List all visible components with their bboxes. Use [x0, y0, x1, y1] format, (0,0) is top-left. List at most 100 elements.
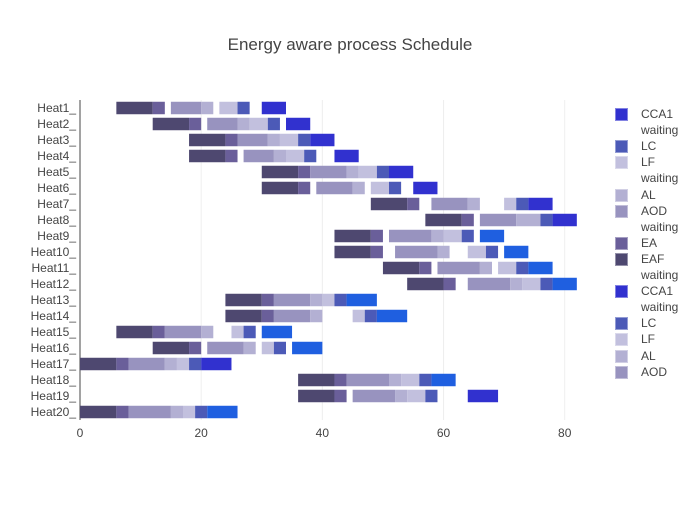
gantt-bar[interactable] [413, 181, 438, 195]
gantt-bar[interactable] [479, 229, 505, 243]
gantt-bar[interactable] [243, 325, 256, 339]
gantt-bar[interactable] [279, 133, 299, 147]
gantt-bar[interactable] [292, 341, 323, 355]
gantt-bar[interactable] [189, 149, 226, 163]
gantt-bar[interactable] [237, 133, 268, 147]
gantt-bar[interactable] [243, 149, 274, 163]
gantt-bar[interactable] [516, 213, 541, 227]
legend-item[interactable]: waiting [608, 122, 700, 138]
gantt-bar[interactable] [358, 165, 377, 179]
gantt-bar[interactable] [286, 117, 311, 131]
gantt-bar[interactable] [225, 309, 262, 323]
gantt-bar[interactable] [116, 325, 153, 339]
gantt-bar[interactable] [407, 277, 444, 291]
gantt-bar[interactable] [189, 117, 202, 131]
gantt-bar[interactable] [528, 197, 553, 211]
gantt-bar[interactable] [273, 341, 286, 355]
legend-item[interactable]: EA [608, 235, 700, 251]
gantt-bar[interactable] [304, 149, 317, 163]
gantt-bar[interactable] [164, 357, 177, 371]
gantt-bar[interactable] [552, 277, 577, 291]
gantt-bar[interactable] [504, 197, 517, 211]
gantt-bar[interactable] [261, 341, 274, 355]
gantt-bar[interactable] [504, 245, 529, 259]
gantt-bar[interactable] [267, 117, 280, 131]
gantt-bar[interactable] [552, 213, 577, 227]
legend-item[interactable]: CCA1 [608, 283, 700, 299]
legend-item[interactable]: EAF [608, 251, 700, 267]
gantt-bar[interactable] [389, 181, 402, 195]
gantt-bar[interactable] [540, 277, 553, 291]
gantt-bar[interactable] [334, 389, 347, 403]
gantt-bar[interactable] [389, 229, 432, 243]
gantt-bar[interactable] [152, 325, 165, 339]
gantt-bar[interactable] [225, 293, 262, 307]
gantt-bar[interactable] [425, 213, 462, 227]
gantt-bar[interactable] [189, 133, 226, 147]
gantt-bar[interactable] [389, 165, 414, 179]
legend-item[interactable]: LC [608, 315, 700, 331]
gantt-bar[interactable] [370, 229, 383, 243]
legend-item[interactable]: AL [608, 348, 700, 364]
gantt-bar[interactable] [176, 357, 190, 371]
gantt-bar[interactable] [376, 309, 408, 323]
gantt-bar[interactable] [352, 181, 365, 195]
gantt-bar[interactable] [170, 405, 183, 419]
legend-item[interactable]: waiting [608, 267, 700, 283]
gantt-bar[interactable] [298, 165, 311, 179]
gantt-bar[interactable] [273, 309, 311, 323]
gantt-bar[interactable] [528, 261, 553, 275]
gantt-bar[interactable] [243, 341, 256, 355]
gantt-bar[interactable] [207, 405, 238, 419]
gantt-bar[interactable] [467, 277, 511, 291]
gantt-bar[interactable] [352, 309, 365, 323]
gantt-bar[interactable] [419, 373, 432, 387]
gantt-bar[interactable] [479, 261, 492, 275]
gantt-bar[interactable] [540, 213, 553, 227]
legend-item[interactable]: waiting [608, 219, 700, 235]
gantt-bar[interactable] [164, 325, 202, 339]
gantt-bar[interactable] [261, 181, 299, 195]
gantt-bar[interactable] [128, 405, 171, 419]
gantt-bar[interactable] [170, 101, 202, 115]
gantt-bar[interactable] [461, 229, 474, 243]
gantt-bar[interactable] [334, 229, 371, 243]
gantt-bar[interactable] [189, 341, 202, 355]
gantt-bar[interactable] [237, 117, 250, 131]
gantt-bar[interactable] [485, 245, 499, 259]
legend-item[interactable]: AOD [608, 364, 700, 380]
gantt-bar[interactable] [461, 213, 474, 227]
gantt-bar[interactable] [219, 101, 238, 115]
gantt-bar[interactable] [443, 277, 456, 291]
gantt-bar[interactable] [346, 165, 359, 179]
gantt-bar[interactable] [370, 197, 408, 211]
gantt-bar[interactable] [395, 389, 408, 403]
gantt-bar[interactable] [261, 293, 274, 307]
gantt-bar[interactable] [286, 149, 305, 163]
gantt-bar[interactable] [207, 341, 244, 355]
gantt-bar[interactable] [249, 117, 268, 131]
gantt-bar[interactable] [201, 325, 214, 339]
gantt-bar[interactable] [334, 245, 371, 259]
gantt-bar[interactable] [322, 293, 335, 307]
gantt-bar[interactable] [152, 101, 165, 115]
gantt-bar[interactable] [298, 389, 335, 403]
gantt-bar[interactable] [382, 261, 420, 275]
gantt-bar[interactable] [334, 149, 359, 163]
gantt-bar[interactable] [128, 357, 165, 371]
gantt-bar[interactable] [183, 405, 196, 419]
gantt-bar[interactable] [479, 213, 517, 227]
gantt-bar[interactable] [225, 133, 238, 147]
gantt-bar[interactable] [80, 405, 117, 419]
gantt-bar[interactable] [261, 309, 274, 323]
gantt-bar[interactable] [298, 373, 335, 387]
gantt-bar[interactable] [401, 373, 420, 387]
gantt-bar[interactable] [231, 325, 244, 339]
gantt-bar[interactable] [316, 181, 353, 195]
gantt-bar[interactable] [431, 197, 468, 211]
gantt-bar[interactable] [267, 133, 280, 147]
gantt-bar[interactable] [346, 373, 389, 387]
gantt-bar[interactable] [116, 405, 129, 419]
gantt-bar[interactable] [522, 277, 541, 291]
gantt-bar[interactable] [516, 197, 529, 211]
